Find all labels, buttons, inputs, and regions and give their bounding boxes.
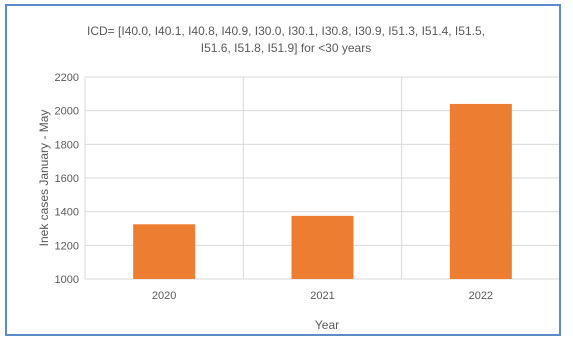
bar-2021: [291, 215, 354, 279]
y-tick-label: 1400: [55, 207, 79, 219]
y-tick-label: 1600: [55, 173, 79, 185]
bar-2020: [133, 224, 196, 279]
y-tick-labels: 1000 1200 1400 1600 1800 2000 2200: [55, 72, 79, 286]
y-tick-label: 1000: [55, 274, 79, 286]
y-tick-label: 1800: [55, 139, 79, 151]
bar-2022: [449, 103, 512, 279]
bar-chart: ICD= [I40.0, I40.1, I40.8, I40.9, I30.0,…: [37, 24, 559, 332]
x-tick-labels: 2020 2021 2022: [152, 290, 493, 302]
y-tick-label: 2000: [55, 106, 79, 118]
y-tick-label: 2200: [55, 72, 79, 84]
bars: [133, 103, 512, 279]
chart-frame: ICD= [I40.0, I40.1, I40.8, I40.9, I30.0,…: [5, 4, 561, 336]
y-axis-title: Inek cases January - May: [37, 110, 51, 247]
y-tick-label: 1200: [55, 240, 79, 252]
x-tick-label: 2022: [469, 290, 493, 302]
x-tick-label: 2020: [152, 290, 176, 302]
chart-title: ICD= [I40.0, I40.1, I40.8, I40.9, I30.0,…: [87, 24, 485, 55]
chart-title-line-2: I51.6, I51.8, I51.9] for <30 years: [201, 41, 371, 55]
x-tick-label: 2021: [310, 290, 334, 302]
x-axis-title: Year: [315, 318, 339, 332]
chart-title-line-1: ICD= [I40.0, I40.1, I40.8, I40.9, I30.0,…: [87, 24, 485, 38]
